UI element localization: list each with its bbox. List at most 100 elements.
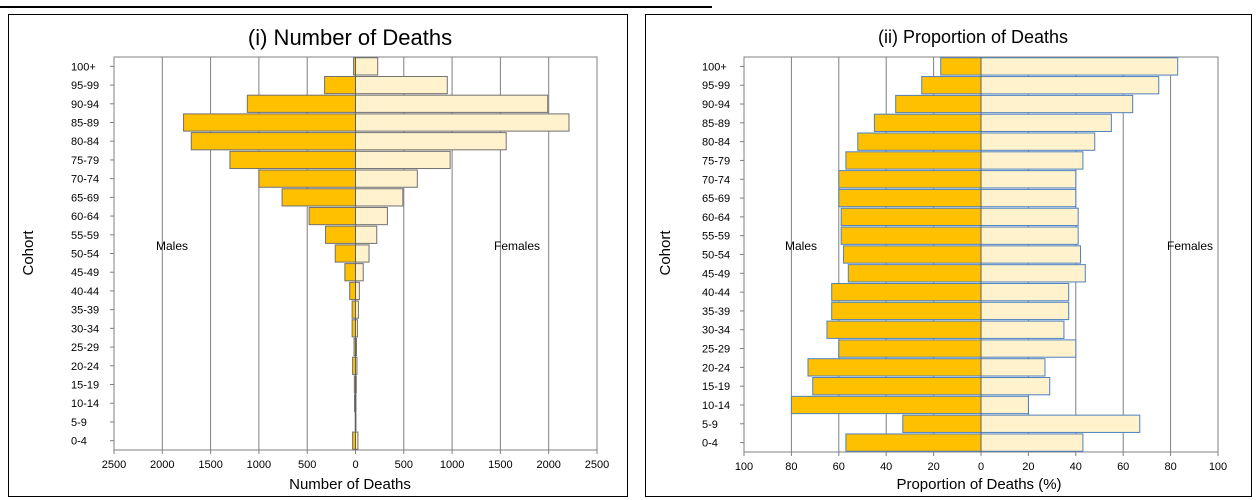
x-tick-label: 20 xyxy=(1022,461,1034,473)
y-tick-label: 25-29 xyxy=(71,342,99,354)
bar-left-90-94 xyxy=(895,94,982,114)
x-tick-label: 60 xyxy=(1117,461,1129,473)
bar-left-95-99 xyxy=(324,75,357,95)
bar-right-60-64 xyxy=(355,206,388,226)
x-axis-label: Proportion of Deaths (%) xyxy=(896,476,1061,493)
y-tick-label: 70-74 xyxy=(702,174,730,186)
bar-right-75-79 xyxy=(980,151,1084,170)
y-tick-label: 65-69 xyxy=(71,192,99,204)
bar-left-70-74 xyxy=(258,169,356,188)
x-tick-label: 40 xyxy=(880,461,892,473)
y-tick-label: 35-39 xyxy=(702,306,730,318)
bar-right-90-94 xyxy=(355,94,549,113)
y-tick-label: 75-79 xyxy=(71,155,99,167)
y-axis-label: Cohort xyxy=(657,230,674,276)
bar-right-65-69 xyxy=(355,188,404,207)
bar-right-20-24 xyxy=(980,358,1046,377)
bar-right-55-59 xyxy=(355,225,378,244)
bar-left-45-49 xyxy=(847,264,982,283)
bar-left-30-34 xyxy=(351,319,356,338)
y-tick-label: 85-89 xyxy=(71,118,99,130)
x-tick-label: 40 xyxy=(1070,461,1082,473)
bar-left-80-84 xyxy=(190,132,356,151)
bar-right-70-74 xyxy=(355,169,418,188)
x-tick-label: 1500 xyxy=(488,459,512,471)
top-rule xyxy=(0,6,712,8)
bar-right-45-49 xyxy=(355,263,364,282)
y-tick-label: 30-34 xyxy=(71,323,99,335)
bar-right-50-54 xyxy=(980,245,1082,264)
x-tick-label: 100 xyxy=(735,461,753,473)
x-tick-label: 0 xyxy=(978,461,984,473)
annotation-females: Females xyxy=(1167,239,1213,253)
y-tick-label: 15-19 xyxy=(702,381,730,393)
bar-right-50-54 xyxy=(355,244,370,263)
bar-left-10-14 xyxy=(790,395,982,415)
bar-left-85-89 xyxy=(183,113,356,132)
y-tick-label: 100+ xyxy=(71,61,96,73)
x-tick-label: 1000 xyxy=(247,459,271,471)
y-tick-label: 95-99 xyxy=(71,80,99,92)
bar-right-100+ xyxy=(355,57,379,76)
y-tick-label: 0-4 xyxy=(71,436,87,448)
bar-right-95-99 xyxy=(355,75,448,95)
bar-left-40-44 xyxy=(831,282,982,302)
bar-left-90-94 xyxy=(246,94,356,113)
y-axis-label: Cohort xyxy=(20,230,37,276)
bar-right-60-64 xyxy=(980,207,1079,227)
chart-panel-proportion-of-deaths: 0-4 5-9 10-14 15-19 20-24 25-29 30-34 35-39 40-4… xyxy=(645,14,1252,497)
annotation-males: Males xyxy=(785,239,817,253)
x-tick-label: 500 xyxy=(298,459,316,471)
x-tick-label: 2500 xyxy=(585,459,609,471)
bar-right-25-29 xyxy=(980,339,1077,358)
bar-right-35-39 xyxy=(980,301,1070,321)
bar-left-45-49 xyxy=(344,263,356,282)
annotation-females: Females xyxy=(494,239,540,253)
y-tick-label: 20-24 xyxy=(702,362,730,374)
bar-left-15-19 xyxy=(812,377,982,396)
x-tick-label: 80 xyxy=(785,461,797,473)
y-tick-label: 40-44 xyxy=(702,287,730,299)
bar-right-100+ xyxy=(980,57,1179,76)
x-tick-label: 2000 xyxy=(536,459,560,471)
chart-proportion-of-deaths: 0-4 5-9 10-14 15-19 20-24 25-29 30-34 35-39 40-4… xyxy=(657,27,1227,493)
bar-left-100+ xyxy=(940,57,982,76)
bar-right-15-19 xyxy=(980,377,1051,396)
bar-left-35-39 xyxy=(831,301,982,321)
bar-left-80-84 xyxy=(857,132,982,151)
x-tick-label: 500 xyxy=(395,459,413,471)
bar-left-0-4 xyxy=(845,433,982,452)
y-tick-label: 80-84 xyxy=(71,136,99,148)
y-tick-label: 10-14 xyxy=(702,400,730,412)
bar-right-5-9 xyxy=(980,414,1141,433)
y-tick-label: 30-34 xyxy=(702,325,730,337)
y-tick-label: 20-24 xyxy=(71,361,99,373)
bar-left-25-29 xyxy=(838,339,982,358)
x-tick-label: 2000 xyxy=(150,459,174,471)
chart-title: (i) Number of Deaths xyxy=(248,25,452,50)
y-tick-label: 70-74 xyxy=(71,174,99,186)
y-tick-label: 55-59 xyxy=(702,231,730,243)
bar-right-55-59 xyxy=(980,226,1079,245)
bar-left-50-54 xyxy=(334,244,356,263)
bar-right-30-34 xyxy=(980,320,1065,339)
bar-right-40-44 xyxy=(355,281,360,301)
bar-left-95-99 xyxy=(921,76,982,95)
bar-left-55-59 xyxy=(840,226,982,245)
y-tick-label: 60-64 xyxy=(71,211,99,223)
bar-left-5-9 xyxy=(902,414,982,433)
bar-right-10-14 xyxy=(980,395,1029,415)
bar-right-80-84 xyxy=(980,132,1096,151)
bar-left-55-59 xyxy=(325,225,356,244)
x-tick-label: 1000 xyxy=(440,459,464,471)
bar-right-85-89 xyxy=(980,113,1112,132)
y-tick-label: 15-19 xyxy=(71,380,99,392)
y-tick-label: 45-49 xyxy=(71,267,99,279)
bar-left-85-89 xyxy=(873,113,982,132)
x-tick-label: 20 xyxy=(927,461,939,473)
bar-right-85-89 xyxy=(355,113,570,132)
x-tick-label: 60 xyxy=(833,461,845,473)
y-tick-label: 5-9 xyxy=(702,419,718,431)
y-tick-label: 80-84 xyxy=(702,137,730,149)
bar-right-95-99 xyxy=(980,76,1160,95)
